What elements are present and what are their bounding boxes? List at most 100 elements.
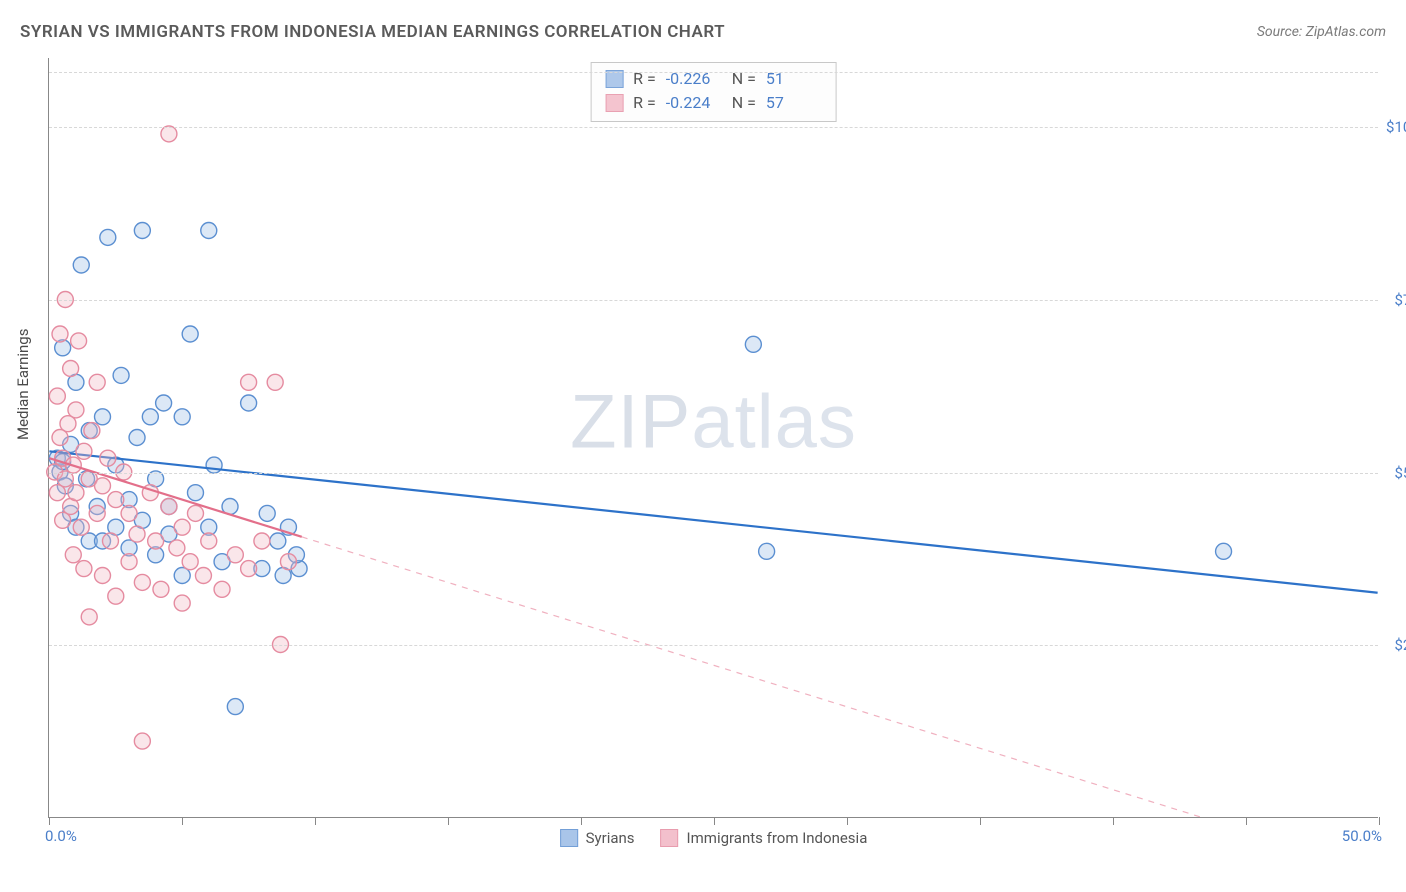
data-point-indonesia <box>84 423 100 439</box>
data-point-indonesia <box>201 533 217 549</box>
series-legend: Syrians Immigrants from Indonesia <box>560 829 868 847</box>
y-tick-label: $25,000 <box>1386 636 1406 654</box>
legend-swatch-indonesia <box>661 829 679 847</box>
gridline-h <box>49 473 1378 474</box>
legend-label-syrians: Syrians <box>586 829 635 847</box>
y-axis-label: Median Earnings <box>14 329 32 440</box>
data-point-indonesia <box>161 499 177 515</box>
data-point-syrians <box>206 457 222 473</box>
r-value-syrians: -0.226 <box>666 67 722 91</box>
data-point-syrians <box>95 409 111 425</box>
x-tick <box>182 817 183 825</box>
data-point-syrians <box>241 395 257 411</box>
data-point-syrians <box>745 336 761 352</box>
y-tick-label: $50,000 <box>1386 464 1406 482</box>
data-point-syrians <box>227 699 243 715</box>
gridline-h <box>49 300 1378 301</box>
legend-item-syrians: Syrians <box>560 829 635 847</box>
x-tick <box>1379 817 1380 825</box>
x-tick <box>1113 817 1114 825</box>
data-point-indonesia <box>254 533 270 549</box>
data-point-indonesia <box>153 581 169 597</box>
data-point-syrians <box>156 395 172 411</box>
data-point-syrians <box>187 485 203 501</box>
data-point-indonesia <box>100 450 116 466</box>
x-tick <box>847 817 848 825</box>
r-value-indonesia: -0.224 <box>666 91 722 115</box>
n-value-indonesia: 57 <box>766 91 822 115</box>
data-point-indonesia <box>49 388 65 404</box>
data-point-syrians <box>134 223 150 239</box>
data-point-indonesia <box>214 581 230 597</box>
x-tick <box>581 817 582 825</box>
data-point-indonesia <box>174 595 190 611</box>
data-point-syrians <box>259 505 275 521</box>
legend-label-indonesia: Immigrants from Indonesia <box>687 829 868 847</box>
data-point-indonesia <box>134 574 150 590</box>
data-point-indonesia <box>52 326 68 342</box>
data-point-indonesia <box>108 588 124 604</box>
data-point-indonesia <box>108 492 124 508</box>
source-prefix: Source: <box>1257 24 1306 40</box>
legend-swatch-syrians <box>560 829 578 847</box>
data-point-indonesia <box>95 478 111 494</box>
data-point-indonesia <box>89 505 105 521</box>
data-point-indonesia <box>76 443 92 459</box>
n-value-syrians: 51 <box>766 67 822 91</box>
data-point-indonesia <box>68 402 84 418</box>
n-label: N = <box>732 67 756 91</box>
data-point-indonesia <box>241 561 257 577</box>
x-tick <box>980 817 981 825</box>
data-point-indonesia <box>148 533 164 549</box>
data-point-syrians <box>174 409 190 425</box>
data-point-indonesia <box>121 505 137 521</box>
source-name: ZipAtlas.com <box>1306 24 1386 40</box>
data-point-indonesia <box>68 485 84 501</box>
data-point-indonesia <box>134 733 150 749</box>
gridline-h <box>49 72 1378 73</box>
n-label: N = <box>732 91 756 115</box>
plot-svg <box>49 58 1378 817</box>
chart-title: SYRIAN VS IMMIGRANTS FROM INDONESIA MEDI… <box>20 22 725 42</box>
data-point-indonesia <box>81 609 97 625</box>
r-label: R = <box>633 91 656 115</box>
gridline-h <box>49 127 1378 128</box>
stats-row-syrians: R =-0.226N =51 <box>605 67 822 91</box>
data-point-indonesia <box>121 554 137 570</box>
data-point-syrians <box>182 326 198 342</box>
data-point-syrians <box>113 367 129 383</box>
data-point-indonesia <box>169 540 185 556</box>
data-point-indonesia <box>89 374 105 390</box>
x-axis-max-label: 50.0% <box>1342 827 1382 845</box>
data-point-indonesia <box>182 554 198 570</box>
data-point-syrians <box>142 409 158 425</box>
data-point-indonesia <box>63 361 79 377</box>
source-attribution: Source: ZipAtlas.com <box>1257 24 1386 40</box>
x-tick <box>448 817 449 825</box>
data-point-indonesia <box>267 374 283 390</box>
x-tick <box>1246 817 1247 825</box>
data-point-syrians <box>73 257 89 273</box>
scatter-chart: ZIPatlas R =-0.226N =51R =-0.224N =57 Sy… <box>48 58 1378 818</box>
data-point-indonesia <box>95 568 111 584</box>
data-point-syrians <box>129 430 145 446</box>
data-point-syrians <box>270 533 286 549</box>
data-point-indonesia <box>241 374 257 390</box>
data-point-syrians <box>201 223 217 239</box>
data-point-indonesia <box>280 554 296 570</box>
data-point-indonesia <box>71 333 87 349</box>
y-tick-label: $100,000 <box>1386 118 1406 136</box>
gridline-h <box>49 645 1378 646</box>
data-point-indonesia <box>227 547 243 563</box>
x-tick <box>315 817 316 825</box>
regression-line-dashed-indonesia <box>302 537 1201 817</box>
y-tick-label: $75,000 <box>1386 291 1406 309</box>
x-tick <box>49 817 50 825</box>
data-point-indonesia <box>73 519 89 535</box>
data-point-syrians <box>1216 543 1232 559</box>
legend-item-indonesia: Immigrants from Indonesia <box>661 829 868 847</box>
swatch-indonesia <box>605 94 623 112</box>
stats-row-indonesia: R = -0.224 N = 57 <box>605 91 822 115</box>
data-point-indonesia <box>102 533 118 549</box>
data-point-indonesia <box>174 519 190 535</box>
